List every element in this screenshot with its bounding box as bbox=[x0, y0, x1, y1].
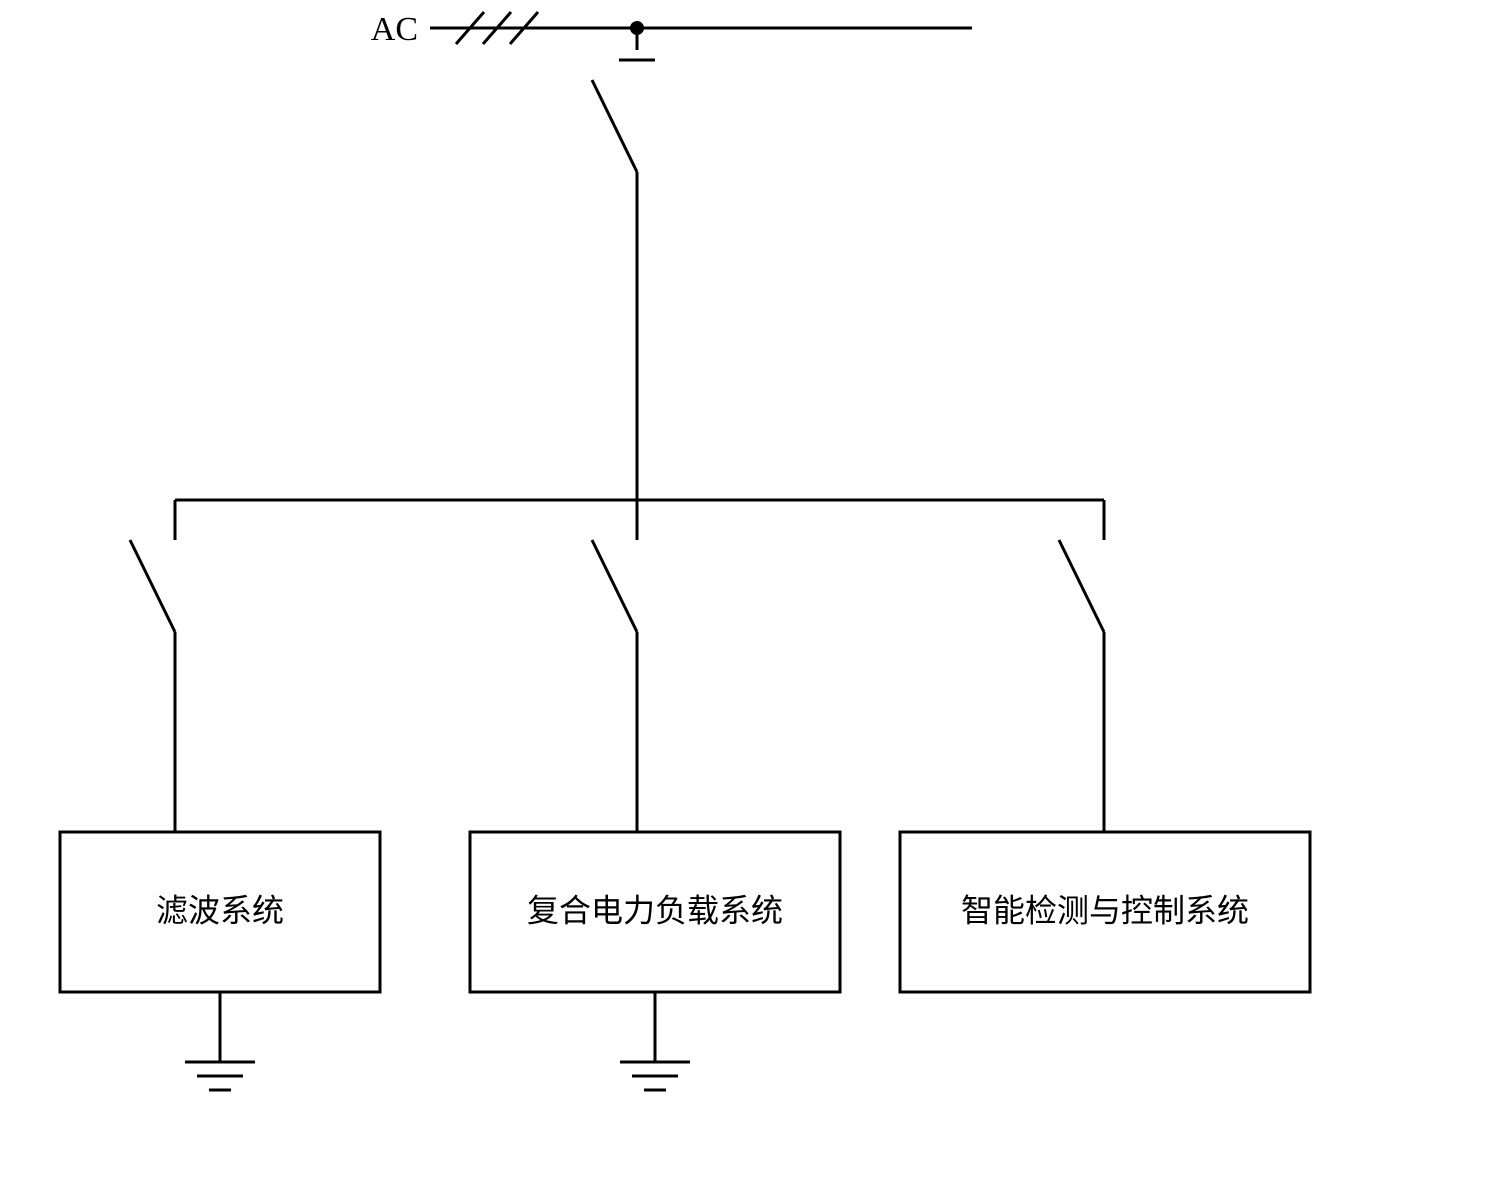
branch-filter-label: 滤波系统 bbox=[156, 892, 284, 928]
branch-composite_load-label: 复合电力负载系统 bbox=[527, 892, 783, 928]
main-switch-blade-icon bbox=[592, 80, 637, 172]
branch-composite_load-switch-icon bbox=[592, 540, 637, 632]
ac-source-label: AC bbox=[371, 11, 418, 48]
block-diagram-svg: AC 滤波系统 复合电力负载系统 智能检测与控制系统 bbox=[0, 0, 1496, 1200]
branch-intelligent_ctrl-switch-icon bbox=[1059, 540, 1104, 632]
branch-intelligent_ctrl-label: 智能检测与控制系统 bbox=[961, 892, 1249, 928]
branch-filter-switch-icon bbox=[130, 540, 175, 632]
